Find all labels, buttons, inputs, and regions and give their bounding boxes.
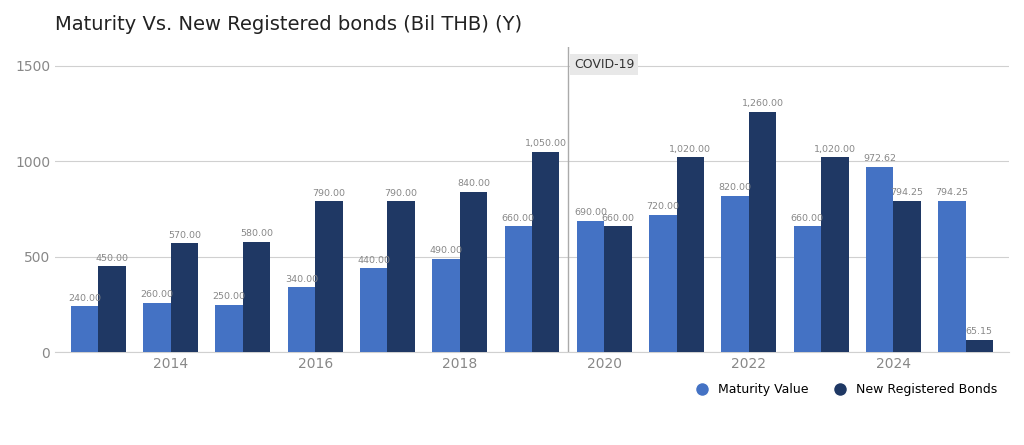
Bar <box>243 242 270 352</box>
Text: 260.00: 260.00 <box>140 290 173 299</box>
Text: 440.00: 440.00 <box>357 256 390 265</box>
Text: 580.00: 580.00 <box>241 229 273 238</box>
Text: 820.00: 820.00 <box>719 183 752 192</box>
Text: 840.00: 840.00 <box>457 179 489 188</box>
Text: 790.00: 790.00 <box>312 189 345 198</box>
Text: 720.00: 720.00 <box>646 202 679 211</box>
Bar <box>71 307 98 352</box>
Text: 794.25: 794.25 <box>891 188 924 197</box>
Bar <box>387 202 415 352</box>
Text: 794.25: 794.25 <box>935 188 969 197</box>
Bar <box>215 304 243 352</box>
Text: 250.00: 250.00 <box>213 292 246 301</box>
Bar <box>171 243 198 352</box>
Text: 450.00: 450.00 <box>95 254 129 263</box>
Bar <box>432 259 460 352</box>
Bar <box>649 215 677 352</box>
Text: 240.00: 240.00 <box>69 294 101 303</box>
Text: 1,020.00: 1,020.00 <box>814 145 856 154</box>
Text: 972.62: 972.62 <box>863 154 896 163</box>
Bar <box>794 226 821 352</box>
Bar <box>532 152 559 352</box>
Bar <box>143 303 171 352</box>
Bar <box>938 201 966 352</box>
Text: 570.00: 570.00 <box>168 231 201 240</box>
Text: 1,020.00: 1,020.00 <box>670 145 712 154</box>
Text: 490.00: 490.00 <box>429 246 463 255</box>
Text: 660.00: 660.00 <box>601 214 635 223</box>
Bar <box>721 196 749 352</box>
Bar <box>604 226 632 352</box>
Bar <box>893 201 921 352</box>
Bar <box>315 202 343 352</box>
Bar <box>360 268 387 352</box>
Text: 65.15: 65.15 <box>966 328 993 336</box>
Text: 1,050.00: 1,050.00 <box>524 139 566 148</box>
Bar <box>821 158 849 352</box>
Bar <box>460 192 487 352</box>
Bar <box>866 166 893 352</box>
Text: 660.00: 660.00 <box>502 214 535 223</box>
Text: Maturity Vs. New Registered bonds (Bil THB) (Y): Maturity Vs. New Registered bonds (Bil T… <box>55 15 522 34</box>
Text: 660.00: 660.00 <box>791 214 824 223</box>
Bar <box>677 158 705 352</box>
Bar <box>505 226 532 352</box>
Text: 1,260.00: 1,260.00 <box>741 99 783 108</box>
Text: COVID-19: COVID-19 <box>573 58 634 71</box>
Text: 690.00: 690.00 <box>574 208 607 217</box>
Bar <box>98 267 126 352</box>
Bar <box>749 112 776 352</box>
Bar <box>577 221 604 352</box>
Bar <box>288 287 315 352</box>
Legend: Maturity Value, New Registered Bonds: Maturity Value, New Registered Bonds <box>691 378 1002 401</box>
Text: 340.00: 340.00 <box>285 275 318 284</box>
Bar <box>966 340 993 352</box>
Text: 790.00: 790.00 <box>385 189 418 198</box>
